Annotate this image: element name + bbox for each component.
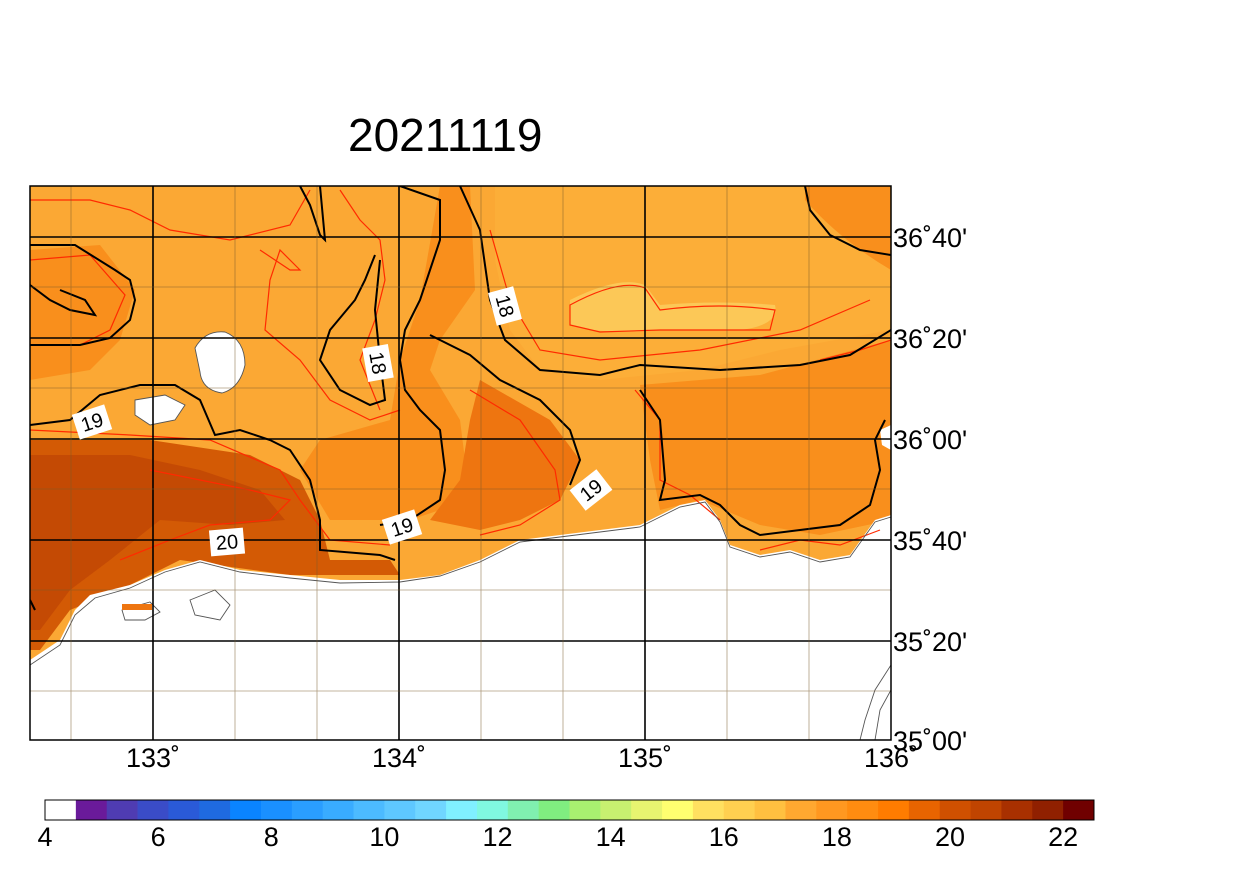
lon-label: 136˚	[864, 743, 918, 773]
colorbar-label: 12	[482, 822, 512, 852]
colorbar-label: 4	[37, 822, 52, 852]
colorbar-swatch	[45, 800, 77, 820]
colorbar-swatch	[785, 800, 817, 820]
colorbar-swatch	[1001, 800, 1033, 820]
contour-label: 18	[364, 350, 390, 376]
colorbar-swatch	[415, 800, 447, 820]
lat-label: 35˚20'	[893, 627, 967, 657]
colorbar-swatch	[723, 800, 756, 820]
longitude-labels: 133˚ 134˚ 135˚ 136˚	[126, 743, 918, 773]
colorbar-label: 14	[596, 822, 626, 852]
colorbar-swatch	[662, 800, 694, 820]
colorbar-swatch	[291, 800, 324, 820]
colorbar-swatch	[199, 800, 231, 820]
colorbar-swatch	[878, 800, 910, 820]
lon-label: 133˚	[126, 743, 180, 773]
colorbar-swatch	[1032, 800, 1064, 820]
contour-labels: 19 18 18 19 19 20	[71, 286, 613, 557]
colorbar-label: 18	[822, 822, 852, 852]
colorbar-swatch	[353, 800, 385, 820]
lon-label: 135˚	[618, 743, 672, 773]
colorbar-swatch	[137, 800, 169, 820]
colorbar-labels: 4 6 8 10 12 14 16 18 20 22	[37, 822, 1078, 852]
colorbar-swatch	[816, 800, 848, 820]
colorbar-swatch	[939, 800, 971, 820]
colorbar-swatch	[600, 800, 632, 820]
colorbar-swatch	[384, 800, 416, 820]
colorbar-swatch	[692, 800, 725, 820]
lat-label: 36˚20'	[893, 324, 967, 354]
colorbar-swatch	[569, 800, 601, 820]
colorbar-swatch	[754, 800, 786, 820]
colorbar-frame	[44, 799, 1095, 821]
colorbar-swatch	[908, 800, 941, 820]
colorbar-swatch	[631, 800, 663, 820]
colorbar-swatch	[168, 800, 200, 820]
colorbar-swatch	[1063, 800, 1095, 820]
lat-label: 35˚40'	[893, 526, 967, 556]
sst-field	[30, 186, 891, 740]
colorbar-label: 22	[1048, 822, 1078, 852]
colorbar-swatch	[538, 800, 570, 820]
colorbar-swatch	[507, 800, 540, 820]
graticule	[30, 186, 891, 740]
latitude-labels: 36˚40' 36˚20' 36˚00' 35˚40' 35˚20' 35˚00…	[893, 223, 967, 756]
colorbar-swatch	[970, 800, 1002, 820]
lat-label: 35˚00'	[893, 726, 967, 756]
colorbar-swatch	[75, 800, 108, 820]
colorbar-label: 16	[709, 822, 739, 852]
map-frame	[29, 185, 892, 741]
lat-label: 36˚00'	[893, 425, 967, 455]
colorbar-swatch	[260, 800, 293, 820]
colorbar-label: 20	[935, 822, 965, 852]
colorbar-swatch	[847, 800, 879, 820]
colorbar-swatch	[106, 800, 138, 820]
colorbar-swatch	[446, 800, 478, 820]
lon-label: 134˚	[372, 743, 426, 773]
colorbar-label: 10	[369, 822, 399, 852]
colorbar-label: 6	[151, 822, 166, 852]
lat-label: 36˚40'	[893, 223, 967, 253]
colorbar-swatch	[230, 800, 262, 820]
colorbar-label: 8	[264, 822, 279, 852]
colorbar	[44, 799, 1095, 821]
colorbar-swatch	[322, 800, 354, 820]
contour-label: 20	[215, 531, 239, 555]
map-title: 20211119	[348, 109, 543, 161]
colorbar-swatch	[476, 800, 509, 820]
